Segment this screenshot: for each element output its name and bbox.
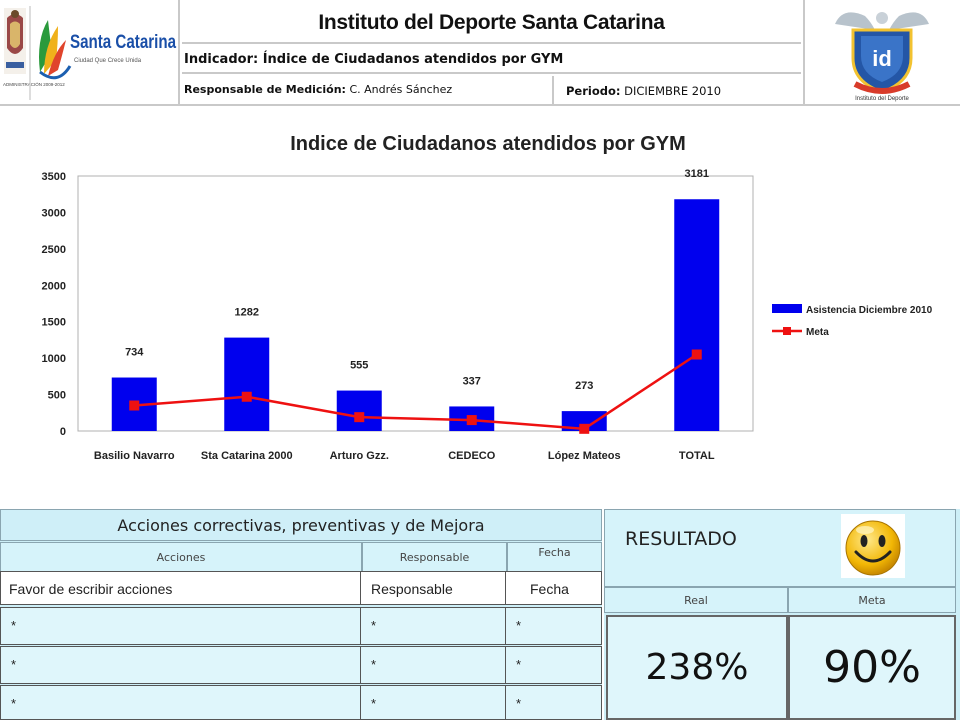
santa-catarina-logo-image: ADMINISTRACIÓN 2009-2012 Santa Catarina … [3, 6, 176, 100]
responsible-row: Responsable de Medición: C. Andrés Sánch… [182, 76, 554, 104]
logo-wordmark: Santa Catarina [70, 32, 176, 53]
responsible-value: C. Andrés Sánchez [349, 83, 453, 96]
table-row-action[interactable]: * [0, 685, 362, 720]
col-header-responsible: Responsable [362, 542, 507, 572]
coat-of-arms-icon [4, 8, 26, 74]
bar-value-label: 1282 [235, 307, 259, 319]
y-tick-label: 0 [60, 426, 66, 438]
x-tick-label: TOTAL [679, 450, 715, 462]
meta-point [241, 391, 252, 402]
bar [224, 337, 270, 431]
y-tick-label: 2500 [42, 244, 66, 256]
meta-point [354, 412, 365, 423]
instituto-deporte-logo: id Instituto del Deporte [803, 0, 960, 104]
result-title: RESULTADO [625, 528, 737, 550]
meta-value: 90% [788, 615, 956, 720]
bar [561, 411, 607, 431]
table-row-date[interactable]: * [505, 607, 602, 645]
meta-point [579, 423, 590, 434]
indicator-label: Indicador: [184, 52, 259, 67]
svg-text:ADMINISTRACIÓN 2009-2012: ADMINISTRACIÓN 2009-2012 [3, 81, 65, 87]
action-input[interactable]: Favor de escribir acciones [0, 571, 362, 605]
report-header: ADMINISTRACIÓN 2009-2012 Santa Catarina … [0, 0, 960, 106]
x-tick-label: Arturo Gzz. [330, 450, 389, 462]
y-tick-label: 1500 [42, 317, 66, 329]
bar [336, 390, 382, 431]
legend-swatch-bar [772, 304, 802, 313]
bar [674, 199, 720, 431]
eagle-crest-icon: id [835, 12, 929, 94]
meta-series-line [134, 353, 698, 431]
bar-value-label: 555 [350, 360, 368, 372]
y-tick-label: 500 [48, 390, 66, 402]
meta-point [691, 349, 702, 360]
bar-value-label: 734 [125, 347, 144, 359]
bar-value-label: 273 [575, 380, 593, 392]
actions-table: Acciones correctivas, preventivas y de M… [0, 509, 602, 720]
date-input[interactable]: Fecha [505, 571, 602, 605]
santa-catarina-logo: ADMINISTRACIÓN 2009-2012 Santa Catarina … [0, 0, 180, 104]
table-row-action[interactable]: * [0, 607, 362, 645]
result-panel: RESULTADO Real Meta 238% 90% [604, 509, 960, 720]
table-row-action[interactable]: * [0, 646, 362, 684]
crest-caption: Instituto del Deporte [855, 96, 909, 102]
responsible-label: Responsable de Medición: [184, 83, 346, 96]
x-tick-label: Basilio Navarro [94, 450, 175, 462]
legend-label: Meta [806, 327, 829, 338]
legend-label: Asistencia Diciembre 2010 [806, 305, 933, 316]
responsible-input[interactable]: Responsable [360, 571, 507, 605]
x-tick-label: Sta Catarina 2000 [201, 450, 293, 462]
y-tick-label: 3500 [42, 171, 66, 183]
page-title: Instituto del Deporte Santa Catarina [182, 4, 801, 44]
gym-attendance-chart: Indice de Ciudadanos atendidos por GYM 0… [42, 133, 933, 462]
meta-point [129, 400, 140, 411]
col-header-date: Fecha [507, 542, 602, 572]
y-tick-label: 2000 [42, 280, 66, 292]
real-value: 238% [606, 615, 788, 720]
table-row-responsible[interactable]: * [360, 685, 507, 720]
period-label: Periodo: [566, 84, 621, 98]
col-header-actions: Acciones [0, 542, 362, 572]
table-row-date[interactable]: * [505, 646, 602, 684]
chart-title: Indice de Ciudadanos atendidos por GYM [290, 133, 686, 155]
actions-table-title: Acciones correctivas, preventivas y de M… [0, 509, 602, 541]
x-tick-label: López Mateos [548, 450, 621, 462]
indicator-row: Indicador: Índice de Ciudadanos atendido… [182, 46, 801, 74]
table-row-responsible[interactable]: * [360, 646, 507, 684]
x-tick-label: CEDECO [448, 450, 496, 462]
instituto-deporte-logo-image: id Instituto del Deporte [835, 12, 929, 102]
bar-value-label: 337 [463, 375, 481, 387]
plot-area [77, 175, 754, 432]
real-label: Real [604, 587, 788, 613]
period-row: Periodo: DICIEMBRE 2010 [556, 76, 801, 104]
swoosh-icon [39, 20, 72, 80]
logo-tagline: Ciudad Que Crece Unida [74, 58, 142, 64]
indicator-value: Índice de Ciudadanos atendidos por GYM [262, 52, 564, 67]
bar-value-label: 3181 [685, 168, 709, 180]
y-tick-label: 1000 [42, 353, 66, 365]
table-row-responsible[interactable]: * [360, 607, 507, 645]
meta-label: Meta [788, 587, 956, 613]
y-tick-label: 3000 [42, 207, 66, 219]
crest-initials: id [872, 46, 892, 71]
period-value: DICIEMBRE 2010 [624, 84, 722, 98]
smiley-icon [841, 514, 905, 578]
meta-point [466, 415, 477, 426]
legend-swatch-marker [783, 327, 791, 335]
chart-legend: Asistencia Diciembre 2010 Meta [772, 304, 933, 338]
table-row-date[interactable]: * [505, 685, 602, 720]
result-header: RESULTADO [604, 509, 956, 587]
